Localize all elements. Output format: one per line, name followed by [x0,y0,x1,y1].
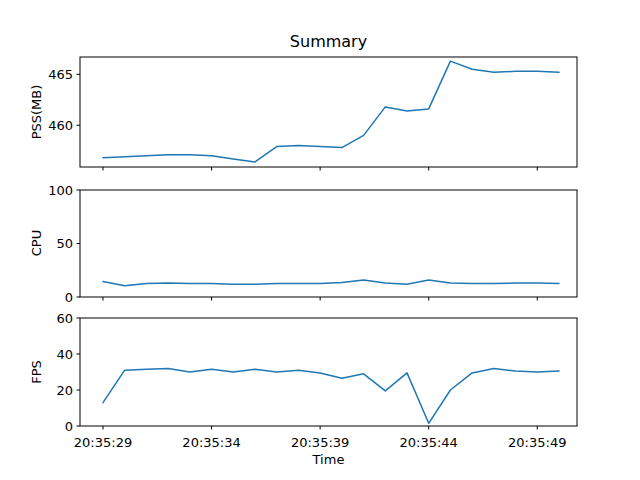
pss-series-line [103,61,559,162]
xtick-label: 20:35:44 [400,435,458,450]
xtick-label: 20:35:29 [74,435,132,450]
fps-ytick-label: 20 [56,383,73,398]
xtick-label: 20:35:34 [182,435,240,450]
cpu-axis-label: CPU [29,230,44,256]
fps-ytick-label: 40 [56,347,73,362]
fps-axis-label: FPS [29,360,44,384]
plots-canvas: 460 465 0 50 100 0 20 40 60 20:35:29 20:35:34 20:35… [0,0,640,480]
cpu-axes-box [80,190,577,297]
fps-axes-box [80,318,577,426]
fps-ytick-label: 0 [65,419,73,434]
cpu-ytick-label: 100 [48,183,73,198]
cpu-series-line [103,280,559,286]
summary-figure: 460 465 0 50 100 0 20 40 60 20:35:29 20:35:34 20:35… [0,0,640,480]
pss-ytick-label: 460 [48,118,73,133]
pss-ytick-label: 465 [48,67,73,82]
cpu-ytick-label: 50 [56,236,73,251]
xtick-label: 20:35:39 [291,435,349,450]
xtick-label: 20:35:49 [508,435,566,450]
cpu-ytick-label: 0 [65,290,73,305]
fps-ytick-label: 60 [56,311,73,326]
fps-series-line [103,368,559,423]
x-axis-label: Time [80,452,577,467]
pss-axes-box [80,57,577,167]
chart-title: Summary [80,32,577,51]
pss-axis-label: PSS(MB) [29,85,44,140]
